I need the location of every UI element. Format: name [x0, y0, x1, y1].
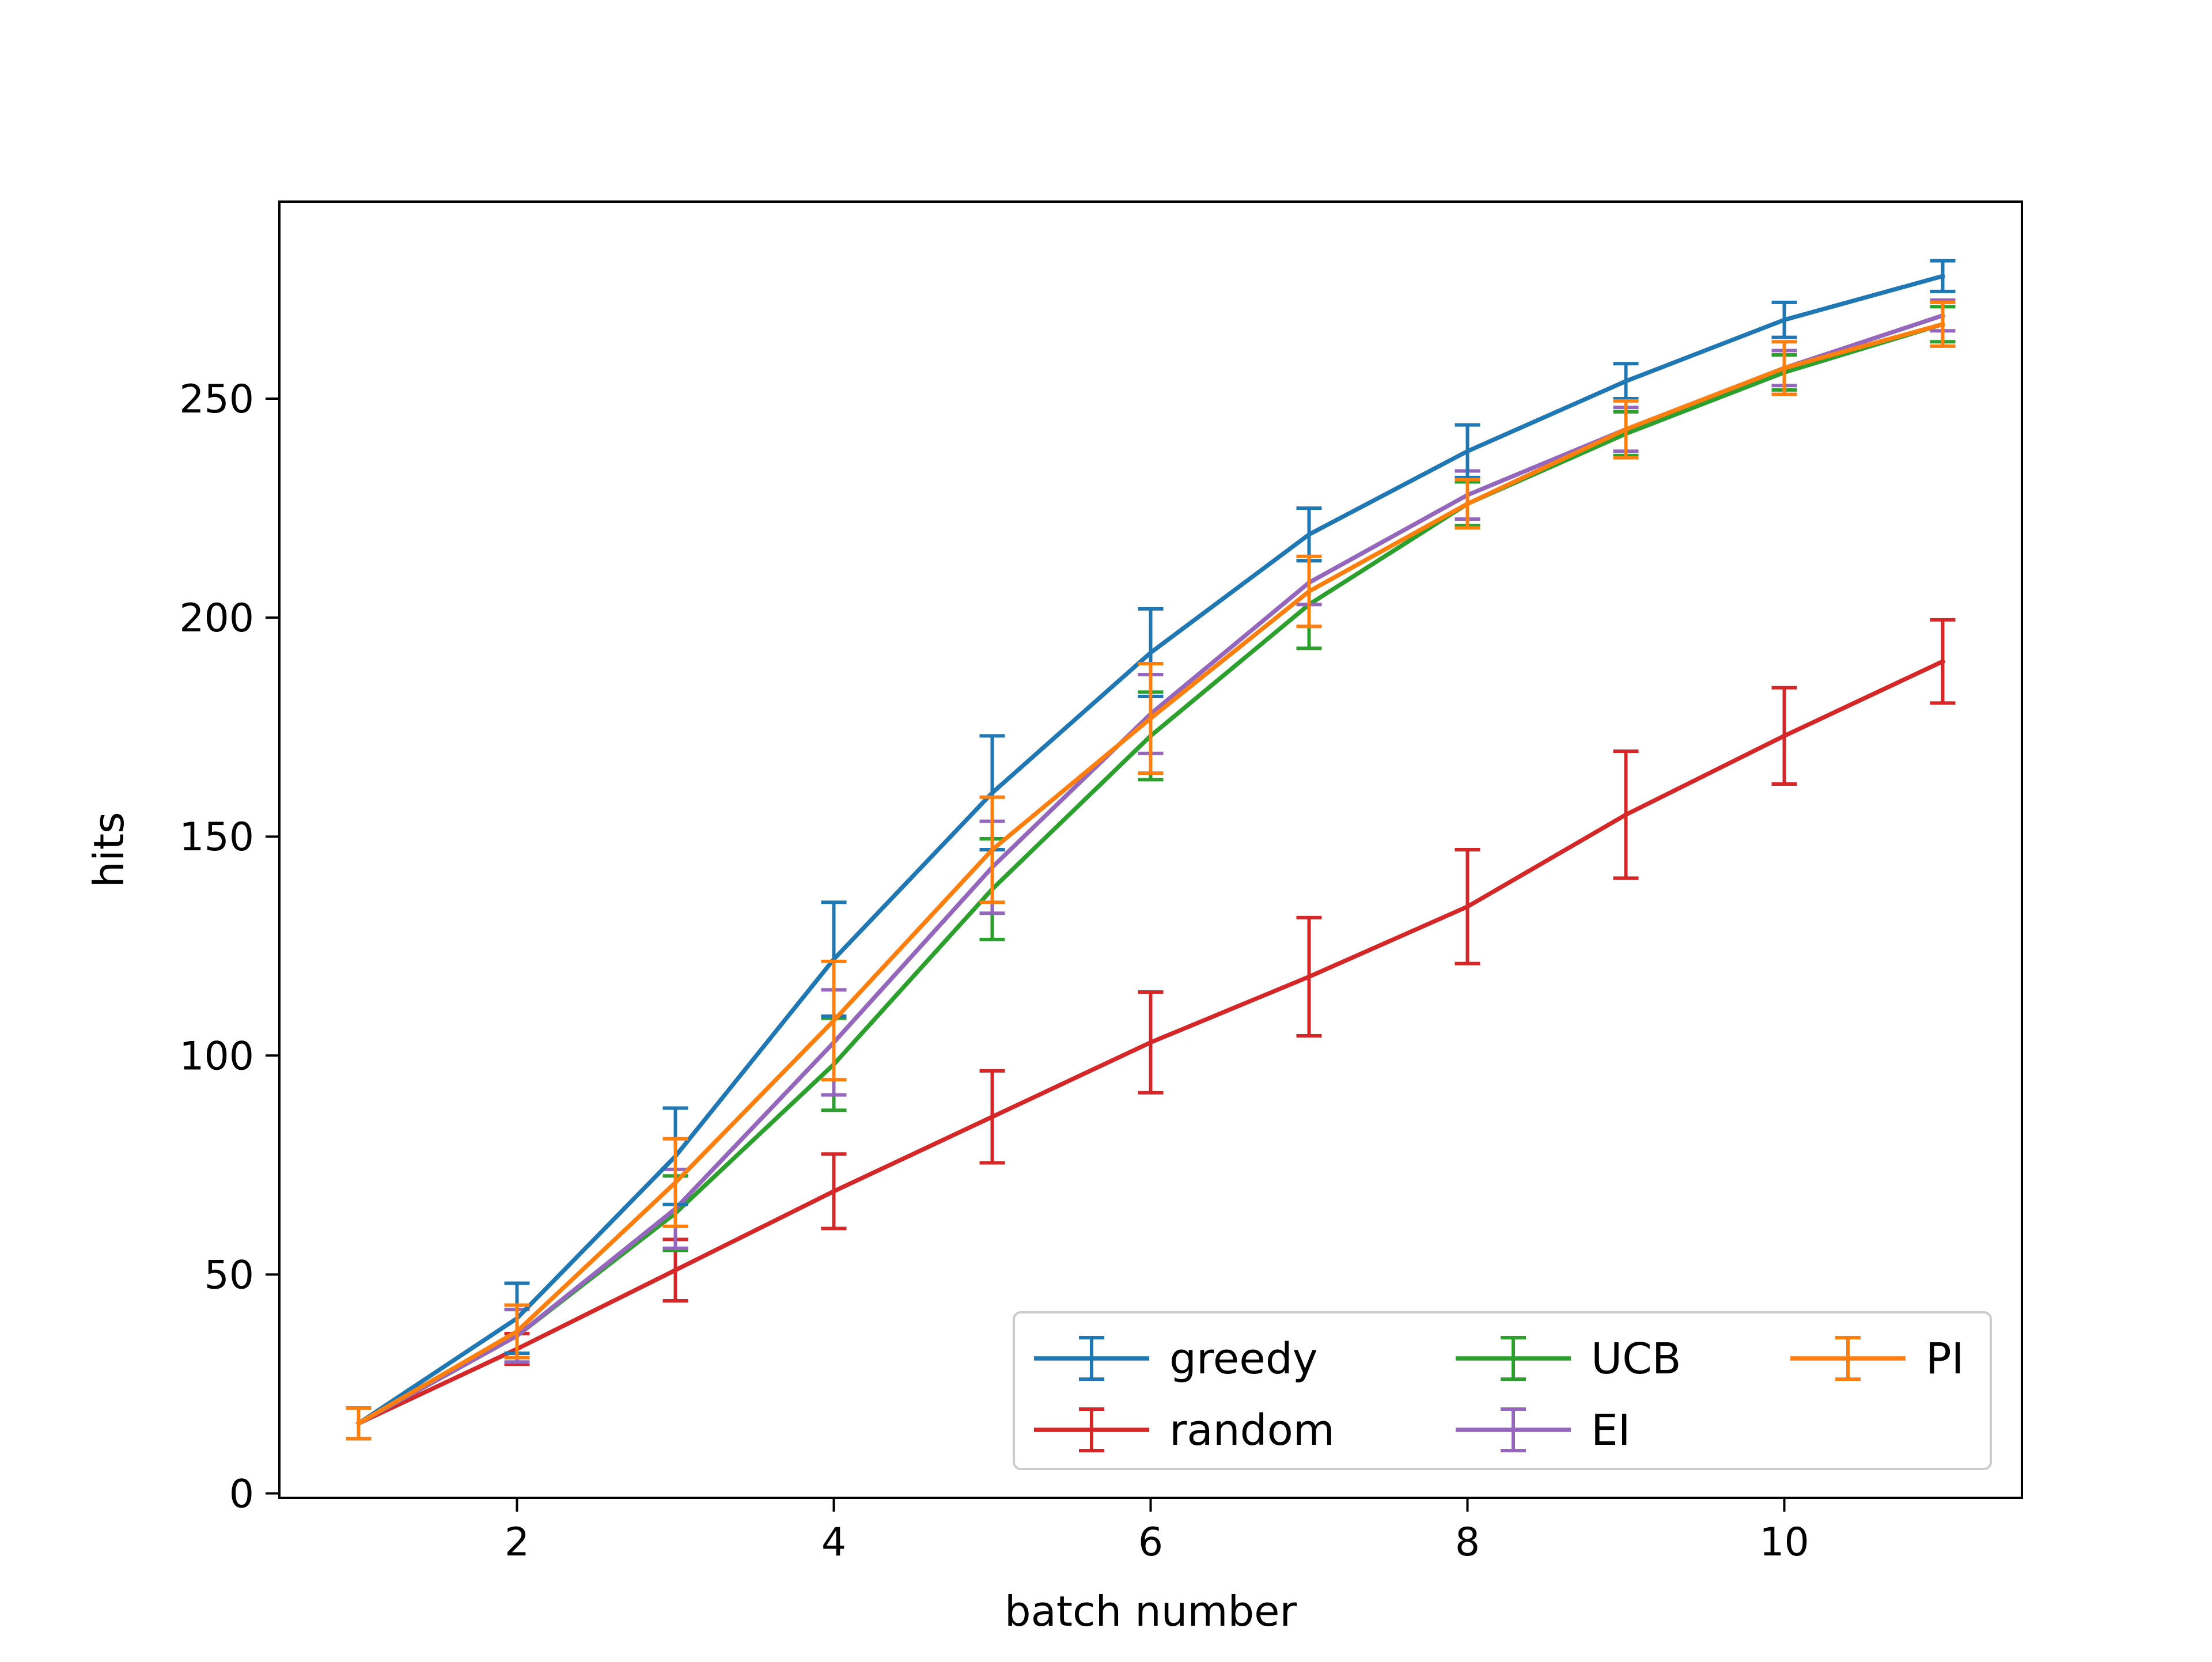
legend-label: greedy: [1169, 1334, 1318, 1384]
legend-item-ucb: UCB: [1456, 1334, 1681, 1384]
legend-item-random: random: [1034, 1406, 1335, 1455]
x-tick-label: 6: [1138, 1520, 1163, 1565]
y-tick-label: 150: [179, 815, 254, 860]
legend: greedy random UCB EI PI: [1013, 1311, 1992, 1470]
legend-item-greedy: greedy: [1034, 1334, 1318, 1384]
series-greedy: [346, 259, 1956, 1441]
legend-item-pi: PI: [1790, 1334, 1964, 1384]
x-axis-ticks: 2 4 6 8 10: [505, 1498, 1809, 1565]
legend-item-ei: EI: [1456, 1406, 1631, 1455]
x-axis-title: batch number: [1005, 1587, 1297, 1636]
x-tick-label: 10: [1759, 1520, 1809, 1565]
series-layer: [346, 259, 1956, 1441]
legend-label: random: [1169, 1406, 1335, 1455]
x-tick-label: 2: [505, 1520, 529, 1565]
legend-label: PI: [1926, 1334, 1964, 1384]
y-tick-label: 50: [204, 1252, 254, 1298]
legend-label: UCB: [1591, 1334, 1681, 1384]
x-tick-label: 4: [821, 1520, 846, 1565]
y-tick-label: 0: [229, 1471, 254, 1517]
y-tick-label: 250: [179, 377, 254, 422]
series-line-pi: [355, 321, 1946, 1426]
y-tick-label: 200: [179, 596, 254, 641]
y-tick-label: 100: [179, 1033, 254, 1079]
legend-label: EI: [1591, 1406, 1631, 1455]
y-axis-title: hits: [85, 812, 133, 887]
x-tick-label: 8: [1455, 1520, 1480, 1565]
series-pi: [346, 300, 1956, 1441]
series-random: [346, 618, 1956, 1441]
series-line-greedy: [355, 273, 1946, 1426]
series-line-random: [355, 658, 1946, 1426]
y-axis-ticks: 0 50 100 150 200 250: [179, 377, 279, 1517]
legend-box: [1013, 1311, 1992, 1470]
